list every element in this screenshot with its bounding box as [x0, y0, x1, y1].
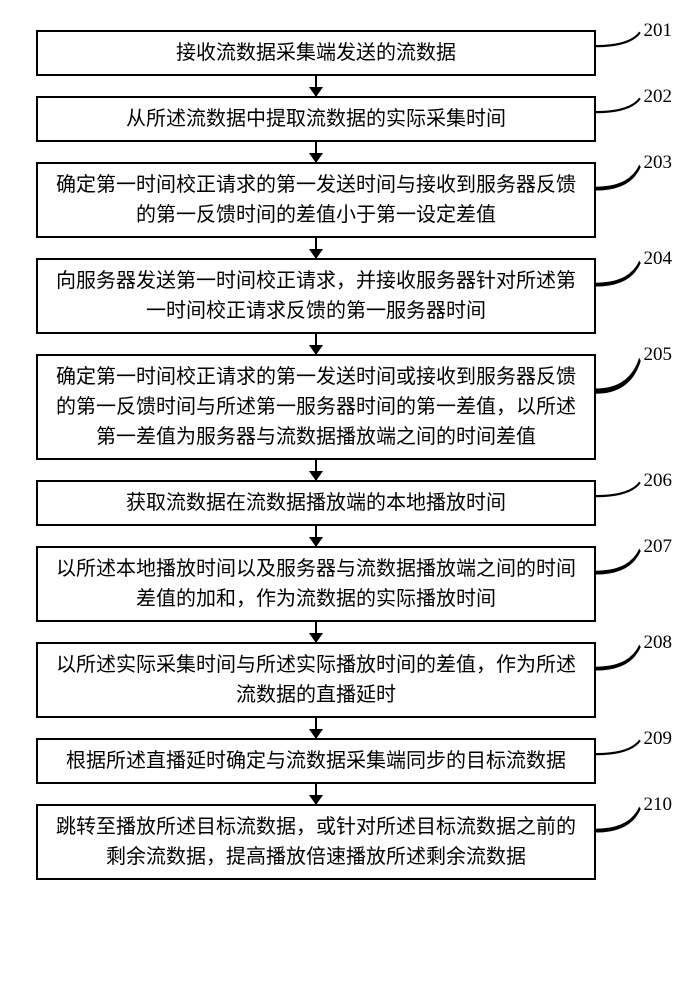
flow-step-row: 向服务器发送第一时间校正请求，并接收服务器针对所述第一时间校正请求反馈的第一服务…: [20, 258, 676, 334]
flow-step-box: 以所述本地播放时间以及服务器与流数据播放端之间的时间差值的加和，作为流数据的实际…: [36, 546, 596, 622]
flow-arrow: [20, 76, 676, 96]
flow-step-row: 确定第一时间校正请求的第一发送时间或接收到服务器反馈的第一反馈时间与所述第一服务…: [20, 354, 676, 460]
flow-arrow: [20, 238, 676, 258]
flow-step-row: 根据所述直播延时确定与流数据采集端同步的目标流数据209: [20, 738, 676, 784]
flow-step-label: 206: [642, 470, 675, 492]
flow-step-row: 跳转至播放所述目标流数据，或针对所述目标流数据之前的剩余流数据，提高播放倍速播放…: [20, 804, 676, 880]
arrow-down-icon: [315, 460, 317, 480]
flow-step-connector: 201: [596, 30, 668, 76]
flow-step-box: 确定第一时间校正请求的第一发送时间与接收到服务器反馈的第一反馈时间的差值小于第一…: [36, 162, 596, 238]
flow-step-label: 201: [642, 20, 675, 42]
arrow-down-icon: [315, 334, 317, 354]
arrow-down-icon: [315, 622, 317, 642]
flow-step-connector: 206: [596, 480, 668, 526]
flow-arrow: [20, 460, 676, 480]
flow-step-label: 209: [642, 728, 675, 750]
flow-step-box: 跳转至播放所述目标流数据，或针对所述目标流数据之前的剩余流数据，提高播放倍速播放…: [36, 804, 596, 880]
flow-step-row: 以所述实际采集时间与所述实际播放时间的差值，作为所述流数据的直播延时208: [20, 642, 676, 718]
flow-step-box: 从所述流数据中提取流数据的实际采集时间: [36, 96, 596, 142]
flow-step-connector: 204: [596, 258, 668, 334]
flow-step-box: 获取流数据在流数据播放端的本地播放时间: [36, 480, 596, 526]
flow-step-row: 接收流数据采集端发送的流数据201: [20, 30, 676, 76]
flow-step-box: 以所述实际采集时间与所述实际播放时间的差值，作为所述流数据的直播延时: [36, 642, 596, 718]
flow-step-box: 根据所述直播延时确定与流数据采集端同步的目标流数据: [36, 738, 596, 784]
flow-arrow: [20, 526, 676, 546]
flow-step-label: 203: [642, 152, 675, 174]
flow-step-connector: 207: [596, 546, 668, 622]
flow-step-label: 210: [642, 794, 675, 816]
flow-step-label: 205: [642, 344, 675, 366]
arrow-down-icon: [315, 526, 317, 546]
arrow-down-icon: [315, 142, 317, 162]
flow-arrow: [20, 784, 676, 804]
flow-step-row: 从所述流数据中提取流数据的实际采集时间202: [20, 96, 676, 142]
flow-arrow: [20, 718, 676, 738]
flow-step-connector: 202: [596, 96, 668, 142]
flow-step-connector: 208: [596, 642, 668, 718]
flow-arrow: [20, 622, 676, 642]
flow-step-row: 以所述本地播放时间以及服务器与流数据播放端之间的时间差值的加和，作为流数据的实际…: [20, 546, 676, 622]
flow-step-box: 接收流数据采集端发送的流数据: [36, 30, 596, 76]
flow-step-box: 确定第一时间校正请求的第一发送时间或接收到服务器反馈的第一反馈时间与所述第一服务…: [36, 354, 596, 460]
arrow-down-icon: [315, 76, 317, 96]
flow-step-label: 204: [642, 248, 675, 270]
flowchart-container: 接收流数据采集端发送的流数据201从所述流数据中提取流数据的实际采集时间202确…: [20, 30, 676, 880]
flow-arrow: [20, 334, 676, 354]
flow-step-connector: 210: [596, 804, 668, 880]
flow-step-box: 向服务器发送第一时间校正请求，并接收服务器针对所述第一时间校正请求反馈的第一服务…: [36, 258, 596, 334]
flow-step-label: 202: [642, 86, 675, 108]
flow-step-label: 207: [642, 536, 675, 558]
flow-step-label: 208: [642, 632, 675, 654]
flow-step-row: 获取流数据在流数据播放端的本地播放时间206: [20, 480, 676, 526]
arrow-down-icon: [315, 784, 317, 804]
arrow-down-icon: [315, 718, 317, 738]
flow-step-row: 确定第一时间校正请求的第一发送时间与接收到服务器反馈的第一反馈时间的差值小于第一…: [20, 162, 676, 238]
flow-arrow: [20, 142, 676, 162]
arrow-down-icon: [315, 238, 317, 258]
flow-step-connector: 205: [596, 354, 668, 460]
flow-step-connector: 203: [596, 162, 668, 238]
flow-step-connector: 209: [596, 738, 668, 784]
